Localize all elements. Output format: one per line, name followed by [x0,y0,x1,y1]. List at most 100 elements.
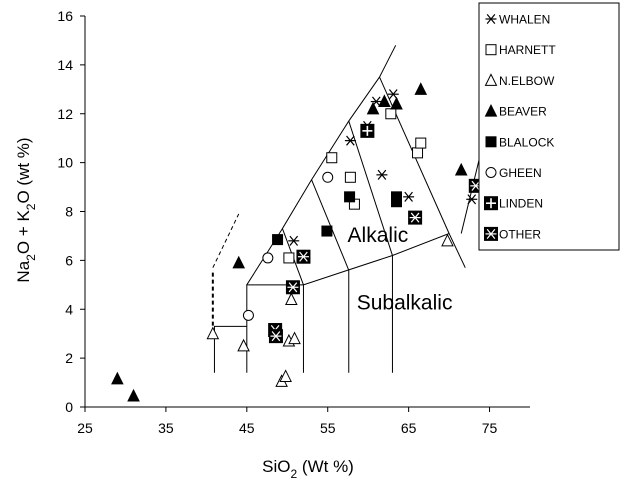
x-tick-label: 25 [77,420,93,436]
data-point [279,369,292,382]
y-tick-label: 8 [65,204,73,220]
y-ticks: 0 2 4 6 8 10 12 14 16 [57,8,85,415]
legend-label: GHEEN [499,166,542,180]
boundary-line [281,45,397,285]
series-harnett [283,108,427,264]
data-point [344,191,356,203]
data-point [283,252,295,264]
legend-marker [484,103,498,117]
legend-marker [484,196,498,211]
series-n-elbow [206,233,454,387]
field-labels: Alkalic Subalkalic [348,224,453,314]
legend-label: BLALOCK [499,135,554,149]
legend-label: HARNETT [499,43,556,57]
y-tick-label: 12 [57,106,73,122]
x-tick-label: 35 [158,420,174,436]
data-point [378,94,391,108]
marker-shape [390,96,403,110]
marker-stroke [410,212,420,223]
legend: WHALEN HARNETT N.ELBOW BEAVER BLALOCK GHEEN LI… [478,2,620,251]
data-point [111,371,124,385]
x-tick-label: 45 [239,420,255,436]
marker-shape [237,338,250,352]
x-ticks: 25 35 45 55 65 75 [77,407,498,436]
marker-shape [412,147,424,159]
marker-shape [279,369,292,382]
marker-shape [484,103,498,117]
field-label-subalkalic: Subalkalic [357,291,453,314]
y-tick-label: 16 [57,8,73,24]
series-other [268,178,483,344]
marker-shape [485,44,497,56]
legend-label: WHALEN [499,13,550,27]
legend-marker [485,136,497,148]
marker-stroke [388,89,398,100]
data-point [412,147,424,159]
marker-shape [414,82,428,95]
data-point [366,101,380,115]
data-point [385,108,397,120]
data-point [288,235,300,246]
y-tick-label: 0 [65,399,73,415]
data-point [391,191,402,203]
marker-shape [285,292,298,305]
data-point [296,249,311,264]
marker-shape [441,233,454,247]
data-point [414,82,428,95]
marker-shape [111,371,124,385]
marker-stroke [471,180,481,191]
data-point [326,152,338,164]
data-point [288,331,301,345]
marker-shape [485,167,497,178]
y-tick-label: 6 [65,252,73,268]
data-point [403,191,415,202]
marker-stroke [467,194,477,205]
data-point [408,210,423,225]
legend-marker [484,226,498,241]
x-tick-label: 75 [482,420,498,436]
data-point [344,171,356,183]
data-point [454,162,468,176]
x-axis-title: SiO2 (Wt %) [262,457,354,481]
data-point [272,234,284,246]
data-point [268,329,283,344]
series-blalock [272,191,402,246]
legend-label: N.ELBOW [499,74,555,88]
y-tick-label: 4 [65,301,73,317]
marker-shape [206,326,220,340]
data-point [321,225,333,237]
data-point [285,292,298,305]
legend-marker [485,167,497,178]
legend-label: OTHER [499,227,541,241]
marker-shape [366,101,380,115]
data-point [466,194,478,205]
marker-shape [326,152,338,164]
marker-stroke [271,331,281,342]
field-label-alkalic: Alkalic [348,224,409,247]
marker-shape [415,137,427,149]
marker-shape [283,252,295,264]
marker-shape [378,94,391,108]
series-beaver [111,82,468,402]
marker-shape [485,136,497,148]
marker-stroke [299,251,308,262]
data-point [206,326,220,340]
data-point [344,135,356,146]
marker-shape [484,73,498,86]
marker-shape [272,234,284,246]
legend-marker [484,73,498,86]
marker-shape [385,108,397,120]
marker-stroke [346,135,355,146]
marker-shape [321,225,333,237]
marker-shape [454,162,468,176]
data-point [441,233,454,247]
data-point [322,171,334,183]
boundary-line [348,120,393,256]
marker-shape [322,171,334,183]
data-point [237,338,250,352]
x-tick-label: 55 [320,420,336,436]
data-point [232,255,246,269]
y-axis-title: Na2O + K2O (wt %) [14,137,38,282]
legend-label: LINDEN [499,197,543,211]
marker-stroke [404,191,413,202]
